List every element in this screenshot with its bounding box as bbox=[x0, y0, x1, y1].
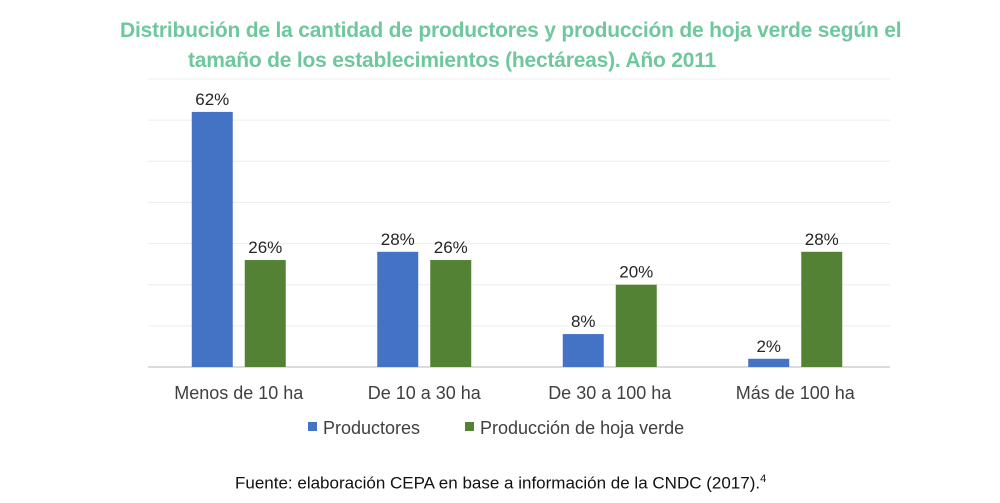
x-tick-label: Menos de 10 ha bbox=[174, 383, 304, 403]
data-label: 62% bbox=[195, 90, 229, 109]
data-label: 2% bbox=[756, 337, 781, 356]
legend-item-productores: Productores bbox=[308, 418, 420, 439]
data-label: 8% bbox=[571, 312, 596, 331]
legend-label-productores: Productores bbox=[323, 418, 421, 438]
legend: Productores Producción de hoja verde bbox=[0, 418, 1000, 442]
data-label: 28% bbox=[805, 230, 839, 249]
x-tick-label: De 10 a 30 ha bbox=[368, 383, 482, 403]
footnote-marker: 4 bbox=[760, 473, 767, 485]
legend-label-produccion: Producción de hoja verde bbox=[480, 418, 685, 438]
legend-item-produccion: Producción de hoja verde bbox=[465, 418, 684, 439]
bar bbox=[191, 111, 233, 368]
data-label: 26% bbox=[248, 238, 282, 257]
bar bbox=[615, 284, 657, 367]
source-text: Fuente: elaboración CEPA en base a infor… bbox=[235, 473, 761, 493]
legend-swatch-produccion bbox=[465, 422, 474, 431]
x-tick-label: Más de 100 ha bbox=[736, 383, 856, 403]
bar bbox=[377, 251, 419, 367]
bar bbox=[801, 251, 843, 367]
legend-swatch-productores bbox=[308, 422, 317, 431]
chart-title-line-1: Distribución de la cantidad de productor… bbox=[120, 19, 902, 42]
bar bbox=[748, 358, 790, 367]
bar bbox=[244, 260, 286, 367]
data-label: 28% bbox=[381, 230, 415, 249]
bar bbox=[430, 260, 472, 367]
bar bbox=[562, 334, 604, 367]
data-label: 26% bbox=[434, 238, 468, 257]
x-tick-label: De 30 a 100 ha bbox=[548, 383, 672, 403]
chart-title-line-2: tamaño de los establecimientos (hectárea… bbox=[188, 49, 717, 72]
source-note: Fuente: elaboración CEPA en base a infor… bbox=[235, 473, 766, 494]
data-label: 20% bbox=[619, 263, 653, 282]
